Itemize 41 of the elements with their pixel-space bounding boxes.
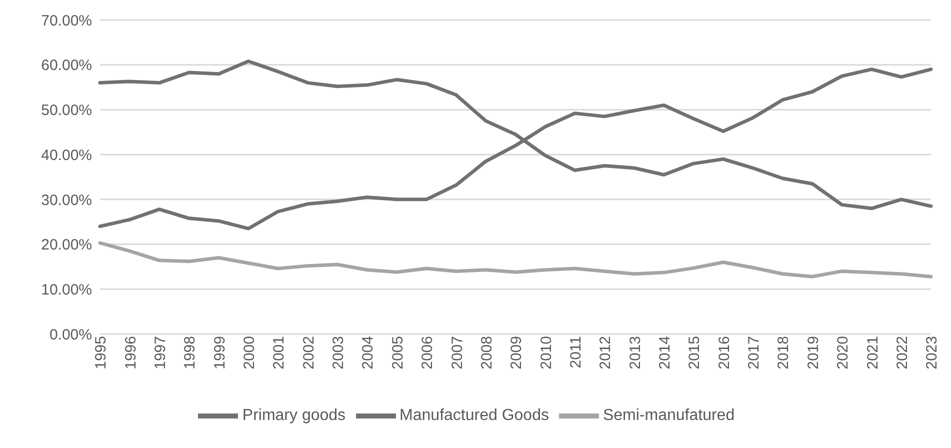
x-tick-label: 2008 bbox=[478, 336, 496, 370]
x-tick-label: 2017 bbox=[746, 336, 763, 370]
x-tick-label: 1998 bbox=[182, 336, 199, 370]
x-tick-label: 2018 bbox=[775, 336, 792, 370]
y-tick-label: 30.00% bbox=[41, 192, 92, 209]
y-tick-label: 10.00% bbox=[41, 281, 92, 298]
x-tick-label: 2000 bbox=[241, 336, 258, 370]
x-tick-label: 1999 bbox=[211, 336, 228, 370]
x-tick-label: 2016 bbox=[716, 336, 733, 370]
x-tick-label: 2022 bbox=[894, 336, 911, 370]
y-tick-label: 40.00% bbox=[41, 146, 92, 164]
line-series bbox=[98, 241, 933, 278]
x-tick-label: 2023 bbox=[924, 336, 941, 370]
y-tick-label: 70.00% bbox=[41, 12, 92, 30]
x-tick-label: 2006 bbox=[419, 336, 436, 370]
y-tick-label: 20.00% bbox=[41, 236, 92, 254]
x-tick-label: 2007 bbox=[448, 336, 466, 370]
x-tick-label: 2015 bbox=[686, 336, 704, 370]
x-tick-label: 2020 bbox=[834, 336, 852, 370]
x-tick-label: 2002 bbox=[300, 336, 318, 370]
x-tick-label: 2005 bbox=[389, 336, 406, 370]
legend-label: Primary goods bbox=[242, 407, 346, 424]
legend-label: Semi-manufatured bbox=[602, 407, 735, 424]
x-tick-label: 2001 bbox=[270, 336, 288, 370]
x-tick-label: 2004 bbox=[360, 336, 377, 370]
x-tick-label: 2003 bbox=[330, 336, 348, 370]
x-tick-label: 2019 bbox=[804, 336, 822, 370]
x-tick-label: 2021 bbox=[864, 336, 882, 370]
x-tick-label: 2009 bbox=[508, 336, 526, 370]
x-tick-label: 2014 bbox=[656, 336, 674, 370]
x-tick-label: 2010 bbox=[538, 336, 555, 370]
x-tick-label: 1997 bbox=[152, 336, 170, 370]
y-tick-label: 0.00% bbox=[49, 326, 92, 344]
x-tick-label: 1995 bbox=[92, 336, 110, 370]
y-tick-label: 60.00% bbox=[41, 57, 92, 74]
y-tick-label: 50.00% bbox=[41, 102, 92, 120]
x-tick-label: 2012 bbox=[597, 336, 614, 370]
legend-label: Manufactured Goods bbox=[400, 407, 549, 424]
x-tick-label: 2013 bbox=[626, 336, 644, 370]
x-tick-label: 1996 bbox=[122, 336, 140, 370]
x-tick-label: 2011 bbox=[568, 336, 585, 368]
